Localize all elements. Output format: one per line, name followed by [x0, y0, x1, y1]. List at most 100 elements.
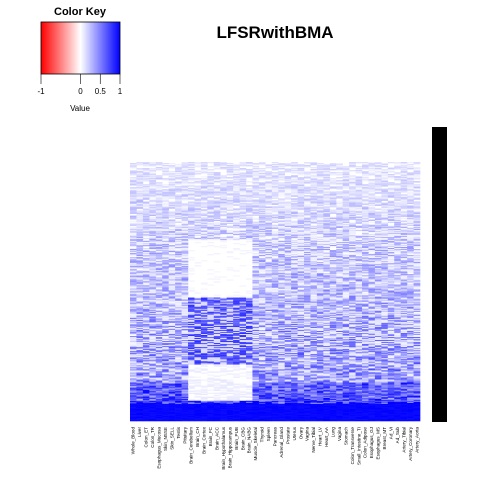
- heatmap-cell: [252, 297, 260, 299]
- heatmap-cell: [297, 197, 305, 199]
- heatmap-cell: [168, 255, 176, 257]
- heatmap-cell: [142, 292, 150, 294]
- heatmap-cell: [349, 302, 356, 304]
- heatmap-cell: [175, 196, 182, 198]
- heatmap-cell: [323, 292, 331, 294]
- heatmap-cell: [213, 173, 221, 175]
- heatmap-cell: [246, 169, 253, 171]
- heatmap-cell: [252, 225, 260, 228]
- heatmap-cell: [265, 196, 273, 198]
- heatmap-cell: [400, 251, 408, 253]
- heatmap-cell: [226, 171, 234, 173]
- heatmap-cell: [130, 171, 137, 173]
- heatmap-cell: [136, 286, 144, 288]
- heatmap-cell: [394, 206, 401, 208]
- heatmap-cell: [413, 298, 421, 300]
- heatmap-cell: [349, 213, 356, 215]
- heatmap-cell: [329, 259, 337, 261]
- heatmap-cell: [258, 221, 266, 223]
- heatmap-cell: [316, 245, 324, 248]
- heatmap-cell: [265, 175, 273, 177]
- heatmap-cell: [136, 236, 144, 239]
- heatmap-cell: [168, 274, 176, 276]
- heatmap-cell: [271, 166, 279, 168]
- heatmap-cell: [207, 236, 215, 239]
- heatmap-cell: [374, 237, 382, 240]
- heatmap-cell: [342, 278, 350, 280]
- heatmap-cell: [368, 236, 376, 239]
- heatmap-cell: [355, 265, 363, 267]
- heatmap-cell: [297, 188, 305, 190]
- heatmap-cell: [349, 184, 356, 186]
- heatmap-cell: [175, 273, 182, 275]
- heatmap-cell: [368, 246, 376, 249]
- heatmap-cell: [252, 221, 260, 223]
- heatmap-cell: [374, 222, 382, 225]
- heatmap-cell: [149, 277, 157, 279]
- heatmap-cell: [168, 228, 176, 231]
- heatmap-cell: [355, 215, 363, 217]
- heatmap-cell: [304, 275, 311, 277]
- heatmap-cell: [271, 168, 279, 170]
- heatmap-cell: [362, 227, 369, 230]
- heatmap-cell: [271, 278, 279, 280]
- heatmap-cell: [407, 263, 414, 265]
- heatmap-cell: [368, 227, 376, 230]
- heatmap-cell: [362, 237, 369, 240]
- heatmap-cell: [271, 286, 279, 288]
- heatmap-cell: [316, 291, 324, 293]
- heatmap-cell: [413, 203, 421, 205]
- heatmap-cell: [188, 188, 195, 190]
- heatmap-cell: [387, 209, 395, 211]
- heatmap-cell: [149, 241, 157, 244]
- heatmap-cell: [258, 201, 266, 203]
- heatmap-cell: [278, 279, 285, 281]
- heatmap-cell: [310, 162, 318, 164]
- heatmap-cell: [297, 182, 305, 184]
- heatmap-cell: [149, 246, 157, 249]
- heatmap-cell: [407, 257, 414, 259]
- heatmap-cell: [181, 231, 189, 234]
- heatmap-cell: [355, 289, 363, 291]
- heatmap-cell: [349, 230, 356, 233]
- heatmap-cell: [368, 295, 376, 297]
- heatmap-cell: [162, 206, 169, 208]
- heatmap-cell: [136, 292, 144, 294]
- heatmap-cell: [407, 260, 414, 262]
- heatmap-cell: [136, 294, 144, 296]
- heatmap-cell: [336, 293, 343, 295]
- heatmap-cell: [323, 195, 331, 197]
- heatmap-cell: [149, 224, 157, 227]
- heatmap-cell: [336, 245, 343, 248]
- heatmap-cell: [310, 269, 318, 271]
- heatmap-cell: [407, 215, 414, 217]
- heatmap-cell: [142, 170, 150, 172]
- heatmap-cell: [233, 192, 240, 194]
- heatmap-cell: [162, 219, 169, 221]
- heatmap-cell: [149, 213, 157, 215]
- heatmap-cell: [246, 223, 253, 226]
- heatmap-cell: [368, 210, 376, 212]
- heatmap-cell: [168, 265, 176, 267]
- heatmap-cell: [316, 175, 324, 177]
- heatmap-cell: [368, 257, 376, 259]
- heatmap-cell: [194, 192, 202, 194]
- heatmap-cell: [252, 251, 260, 253]
- heatmap-cell: [130, 279, 137, 281]
- heatmap-cell: [297, 186, 305, 188]
- heatmap-cell: [239, 225, 247, 228]
- heatmap-cell: [284, 194, 292, 196]
- heatmap-cell: [329, 260, 337, 262]
- heatmap-cell: [213, 217, 221, 219]
- heatmap-cell: [168, 214, 176, 216]
- heatmap-cell: [278, 256, 285, 258]
- heatmap-cell: [194, 221, 202, 223]
- heatmap-cell: [336, 270, 343, 272]
- heatmap-cell: [278, 287, 285, 289]
- heatmap-cell: [136, 168, 144, 170]
- heatmap-cell: [188, 300, 195, 302]
- heatmap-cell: [387, 257, 395, 259]
- heatmap-cell: [200, 202, 208, 204]
- heatmap-cell: [349, 282, 356, 284]
- heatmap-cell: [329, 280, 337, 282]
